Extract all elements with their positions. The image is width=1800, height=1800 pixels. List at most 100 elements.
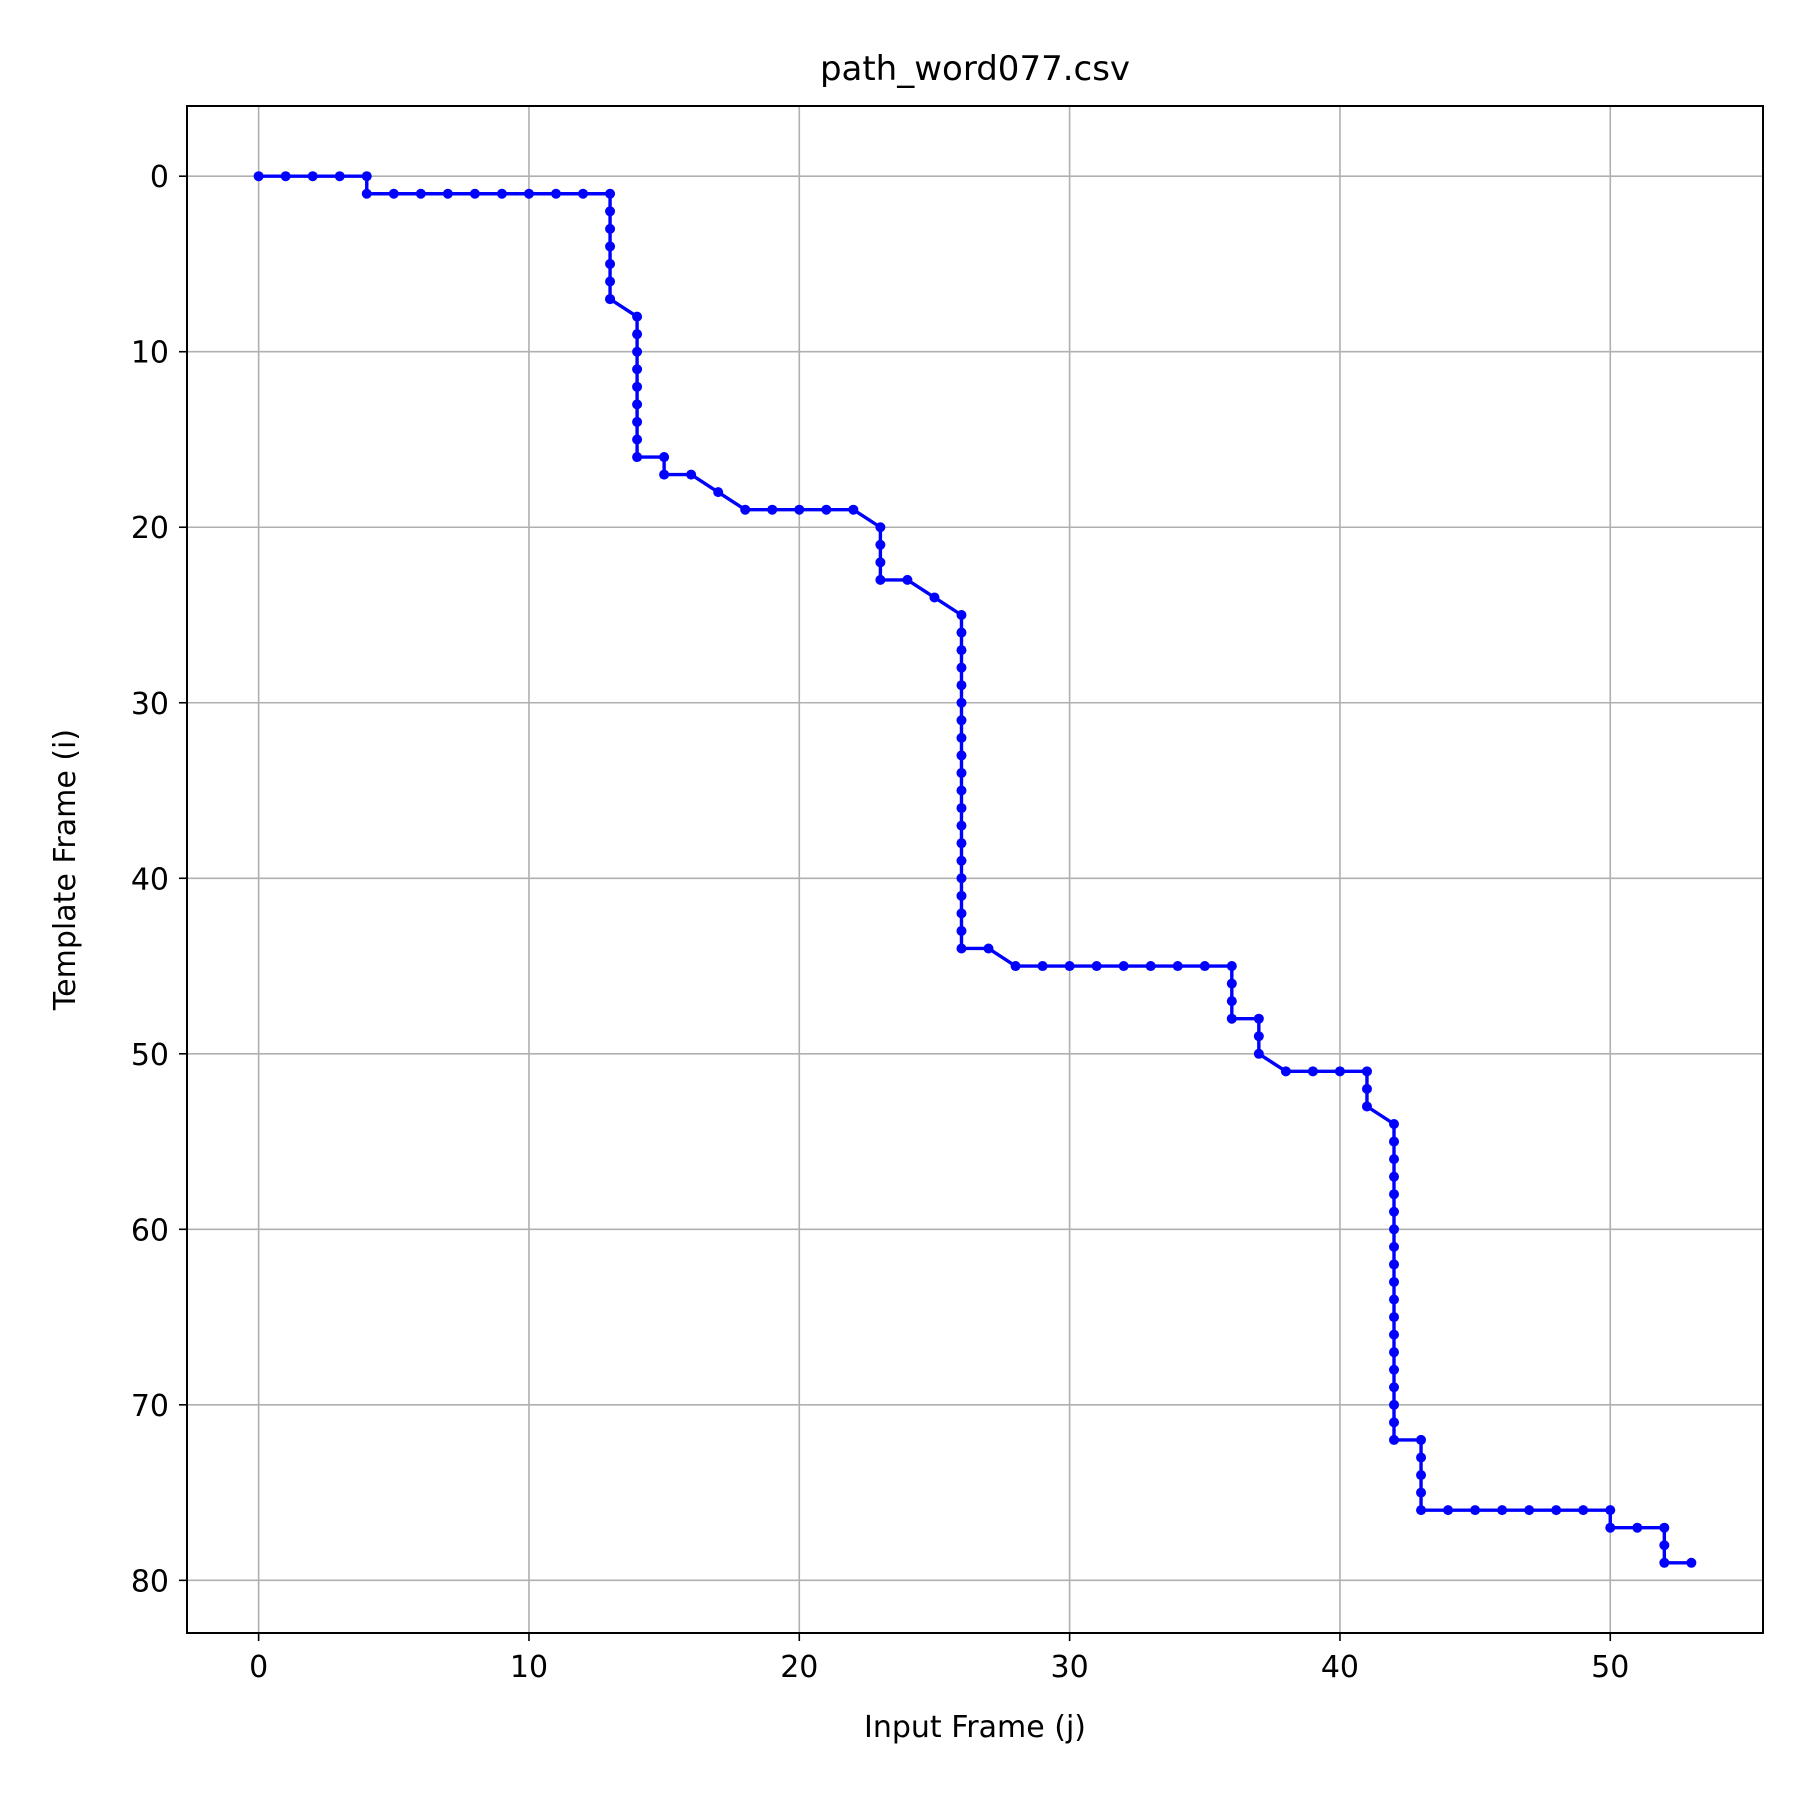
data-point (956, 715, 967, 726)
data-point (1037, 961, 1048, 972)
data-point (983, 943, 994, 954)
data-point (1605, 1505, 1616, 1516)
data-point (1280, 1066, 1291, 1077)
data-point (956, 820, 967, 831)
data-point (253, 171, 264, 182)
data-point (1361, 1101, 1372, 1112)
data-point (1416, 1505, 1427, 1516)
data-point (1091, 961, 1102, 972)
x-tick-label: 10 (510, 1650, 548, 1685)
data-point (1551, 1505, 1562, 1516)
data-point (1389, 1119, 1400, 1129)
data-point (1605, 1522, 1616, 1533)
data-point (956, 908, 967, 919)
x-tick-label: 50 (1591, 1650, 1629, 1685)
data-point (875, 539, 886, 550)
x-tick-label: 0 (249, 1650, 268, 1685)
data-point (307, 171, 318, 182)
data-point (632, 346, 643, 357)
data-point (1389, 1154, 1400, 1165)
data-point (956, 943, 967, 954)
y-axis-label: Template Frame (i) (48, 729, 83, 1011)
data-point (280, 171, 291, 182)
data-point (632, 434, 643, 445)
data-point (632, 416, 643, 427)
data-point (848, 504, 859, 515)
data-point (956, 925, 967, 936)
data-point (956, 627, 967, 638)
data-point (1389, 1241, 1400, 1252)
data-point (875, 522, 886, 533)
data-point (1226, 996, 1237, 1007)
data-point (1307, 1066, 1318, 1077)
x-tick-label: 30 (1051, 1650, 1089, 1685)
data-point (1253, 1013, 1264, 1024)
data-point (929, 592, 940, 603)
data-point (1389, 1417, 1400, 1428)
x-axis-label: Input Frame (j) (864, 1710, 1086, 1745)
y-tick-label: 10 (131, 336, 169, 371)
data-point (1253, 1031, 1264, 1042)
data-point (1389, 1259, 1400, 1270)
data-point (578, 188, 589, 199)
data-point (1226, 961, 1237, 972)
data-point (550, 188, 561, 199)
y-tick-label: 0 (150, 160, 169, 195)
data-point (956, 873, 967, 884)
data-point (361, 171, 372, 182)
data-point (1389, 1171, 1400, 1182)
y-tick-label: 70 (131, 1389, 169, 1424)
data-point (956, 855, 967, 866)
data-point (1470, 1505, 1481, 1516)
data-point (956, 838, 967, 849)
grid (187, 106, 1763, 1633)
data-point (1199, 961, 1210, 972)
data-point (956, 750, 967, 761)
data-point (956, 680, 967, 691)
data-point (605, 223, 616, 234)
data-point (1253, 1048, 1264, 1059)
data-point (767, 504, 778, 515)
data-point (1497, 1505, 1508, 1516)
data-point (1659, 1522, 1670, 1533)
data-point (496, 188, 507, 199)
data-point (1118, 961, 1129, 972)
y-tick-label: 40 (131, 862, 169, 897)
y-tick-label: 20 (131, 511, 169, 546)
data-point (1389, 1294, 1400, 1305)
data-point (1145, 961, 1156, 972)
data-point (1334, 1066, 1345, 1077)
data-point (956, 645, 967, 656)
data-point (632, 381, 643, 392)
data-point (821, 504, 832, 515)
y-tick-label: 30 (131, 687, 169, 722)
data-point (605, 276, 616, 287)
data-point (1524, 1505, 1535, 1516)
data-point (1632, 1522, 1643, 1533)
y-tick-label: 50 (131, 1038, 169, 1073)
data-point (1389, 1136, 1400, 1147)
data-point (334, 171, 345, 182)
plot-frame (186, 105, 1764, 1634)
data-point (469, 188, 480, 199)
data-point (1010, 961, 1021, 972)
chart-title: path_word077.csv (820, 49, 1130, 89)
data-point (1416, 1452, 1427, 1463)
data-point (794, 504, 805, 515)
data-point (1361, 1066, 1372, 1077)
data-point (1226, 1013, 1237, 1024)
data-point (1064, 961, 1075, 972)
data-point (1389, 1312, 1400, 1323)
data-point (1389, 1399, 1400, 1410)
data-point (605, 188, 616, 199)
data-point (605, 206, 616, 217)
data-point (1389, 1329, 1400, 1340)
data-point (1659, 1540, 1670, 1551)
data-point (1389, 1434, 1400, 1445)
data-point (956, 803, 967, 814)
data-point (1389, 1276, 1400, 1287)
data-point (875, 557, 886, 568)
data-point (1226, 978, 1237, 989)
data-point (956, 697, 967, 708)
